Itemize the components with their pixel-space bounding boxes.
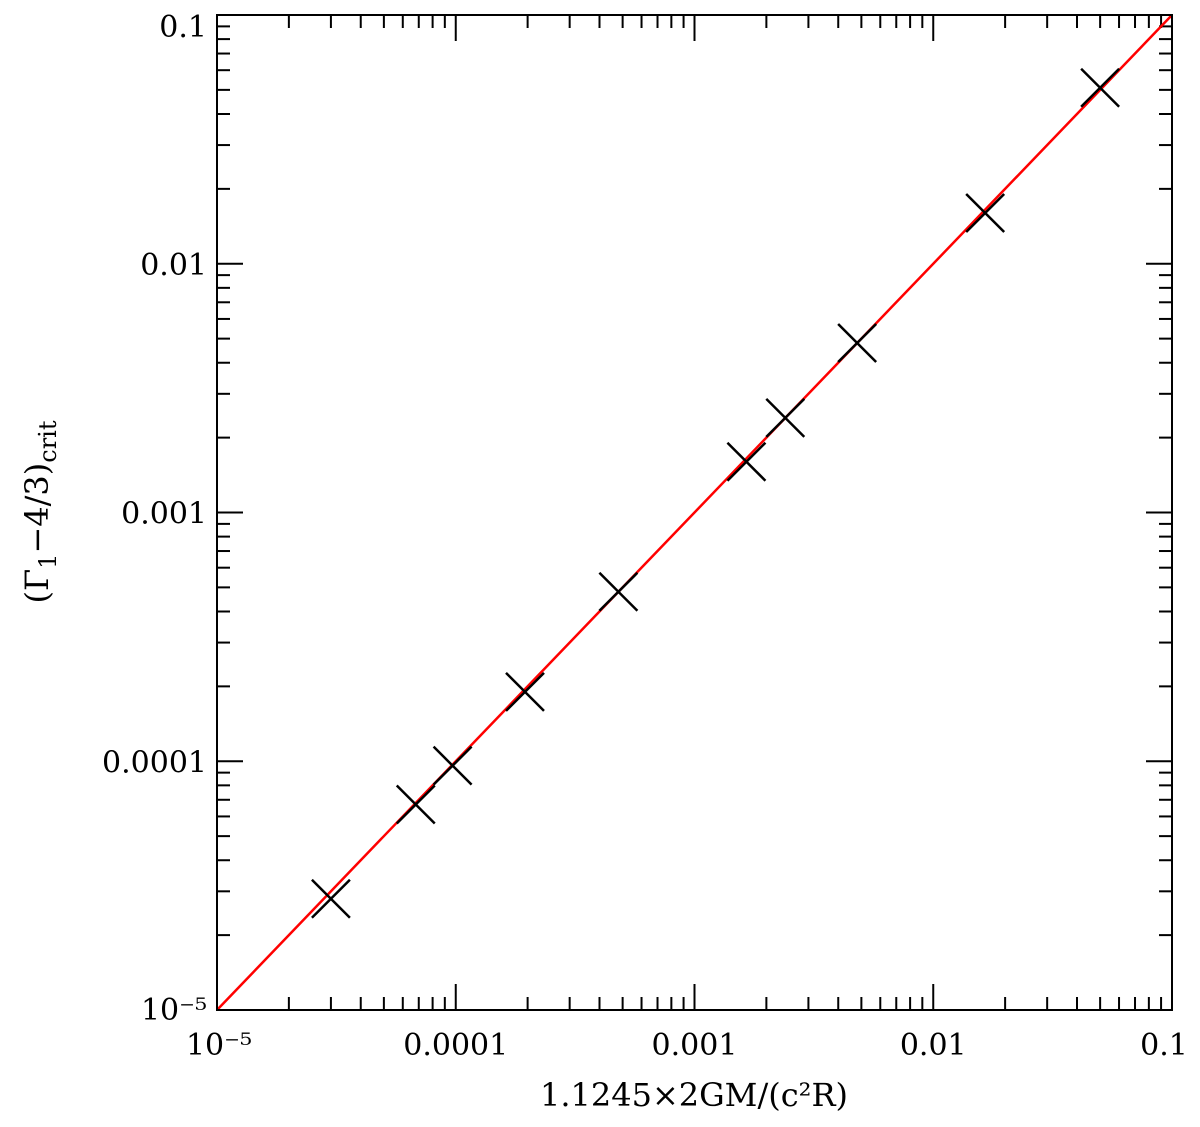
y-tick-label: 0.1 (159, 10, 207, 45)
x-axis-title: 1.1245×2GM/(c²R) (540, 1076, 848, 1114)
data-point-marker (505, 672, 545, 712)
x-tick-label: 10⁻⁵ (186, 1028, 252, 1063)
data-point-marker (311, 878, 351, 919)
data-point-marker (395, 784, 436, 825)
data-point-marker (726, 441, 767, 482)
y-tick-label: 10⁻⁵ (141, 993, 207, 1028)
y-axis-title-text: −4/3) (18, 463, 56, 554)
x-tick-label: 0.1 (1140, 1028, 1188, 1063)
y-tick-label: 0.01 (140, 248, 207, 283)
y-axis-title-group: (Γ1−4/3)crit (18, 420, 62, 603)
data-point-marker (965, 193, 1006, 233)
y-axis-title: (Γ1−4/3)crit (18, 420, 62, 603)
y-tick-label: 0.001 (121, 497, 207, 532)
y-tick-labels: 10⁻⁵ 0.0001 0.001 0.01 0.1 (102, 10, 207, 1028)
fit-line (216, 14, 1173, 1011)
x-tick-label: 0.001 (652, 1028, 738, 1063)
data-point-marker (837, 323, 878, 363)
x-tick-label: 0.01 (900, 1028, 967, 1063)
y-axis-title-subscript: 1 (34, 554, 62, 569)
fit-line-layer (216, 14, 1173, 1011)
data-point-marker (1080, 67, 1121, 108)
y-axis-title-text: (Γ (18, 569, 56, 604)
markers-layer (311, 67, 1121, 919)
y-axis-title-subscript: crit (34, 420, 62, 463)
data-point-marker (765, 398, 806, 438)
plot-frame (216, 14, 1173, 1011)
x-tick-labels: 10⁻⁵ 0.0001 0.001 0.01 0.1 (186, 1028, 1188, 1063)
data-point-marker (432, 745, 473, 786)
minor-ticks (217, 15, 1172, 1010)
y-tick-label: 0.0001 (102, 745, 207, 780)
data-point-marker (598, 571, 639, 612)
x-tick-label: 0.0001 (403, 1028, 508, 1063)
